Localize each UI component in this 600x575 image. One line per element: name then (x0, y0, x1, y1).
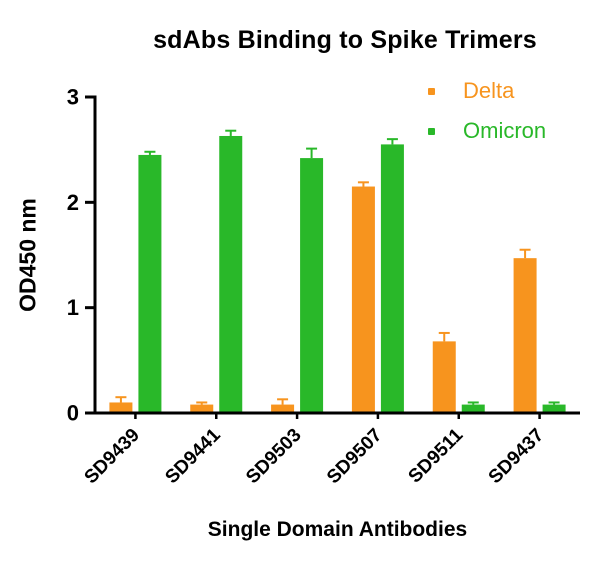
category-label: SD9441 (161, 424, 225, 488)
x-axis-label: Single Domain Antibodies (207, 518, 468, 541)
bar-delta-SD9503 (271, 404, 295, 413)
bar-omicron-SD9511 (461, 404, 485, 413)
bar-delta-SD9437 (513, 258, 537, 413)
y-tick-label: 3 (67, 85, 79, 110)
bar-omicron-SD9437 (542, 404, 566, 413)
category-label: SD9503 (242, 425, 305, 488)
bar-omicron-SD9503 (300, 158, 324, 413)
category-label: SD9439 (81, 425, 144, 488)
delta-swatch-icon (428, 87, 435, 95)
bar-omicron-SD9507 (380, 144, 404, 413)
omicron-swatch-icon (428, 127, 435, 135)
chart-title: sdAbs Binding to Spike Trimers (153, 26, 537, 54)
y-axis-label: OD450 nm (14, 198, 41, 312)
bar-delta-SD9439 (109, 402, 133, 413)
y-tick-label: 2 (67, 190, 79, 215)
y-tick-label: 0 (67, 401, 79, 426)
bar-delta-SD9441 (190, 404, 214, 413)
legend-label-omicron: Omicron (463, 118, 547, 143)
category-label: SD9511 (405, 424, 468, 487)
bar-omicron-SD9441 (219, 135, 243, 413)
category-label: SD9507 (323, 425, 386, 488)
bar-delta-SD9511 (432, 341, 456, 413)
legend-item-omicron: Omicron (428, 118, 546, 144)
bar-omicron-SD9439 (138, 154, 162, 413)
legend-label-delta: Delta (463, 78, 515, 103)
y-tick-label: 1 (67, 295, 79, 320)
legend: Delta Omicron (428, 78, 546, 144)
legend-item-delta: Delta (428, 78, 546, 104)
category-label: SD9437 (485, 425, 548, 488)
bar-delta-SD9507 (351, 186, 375, 413)
